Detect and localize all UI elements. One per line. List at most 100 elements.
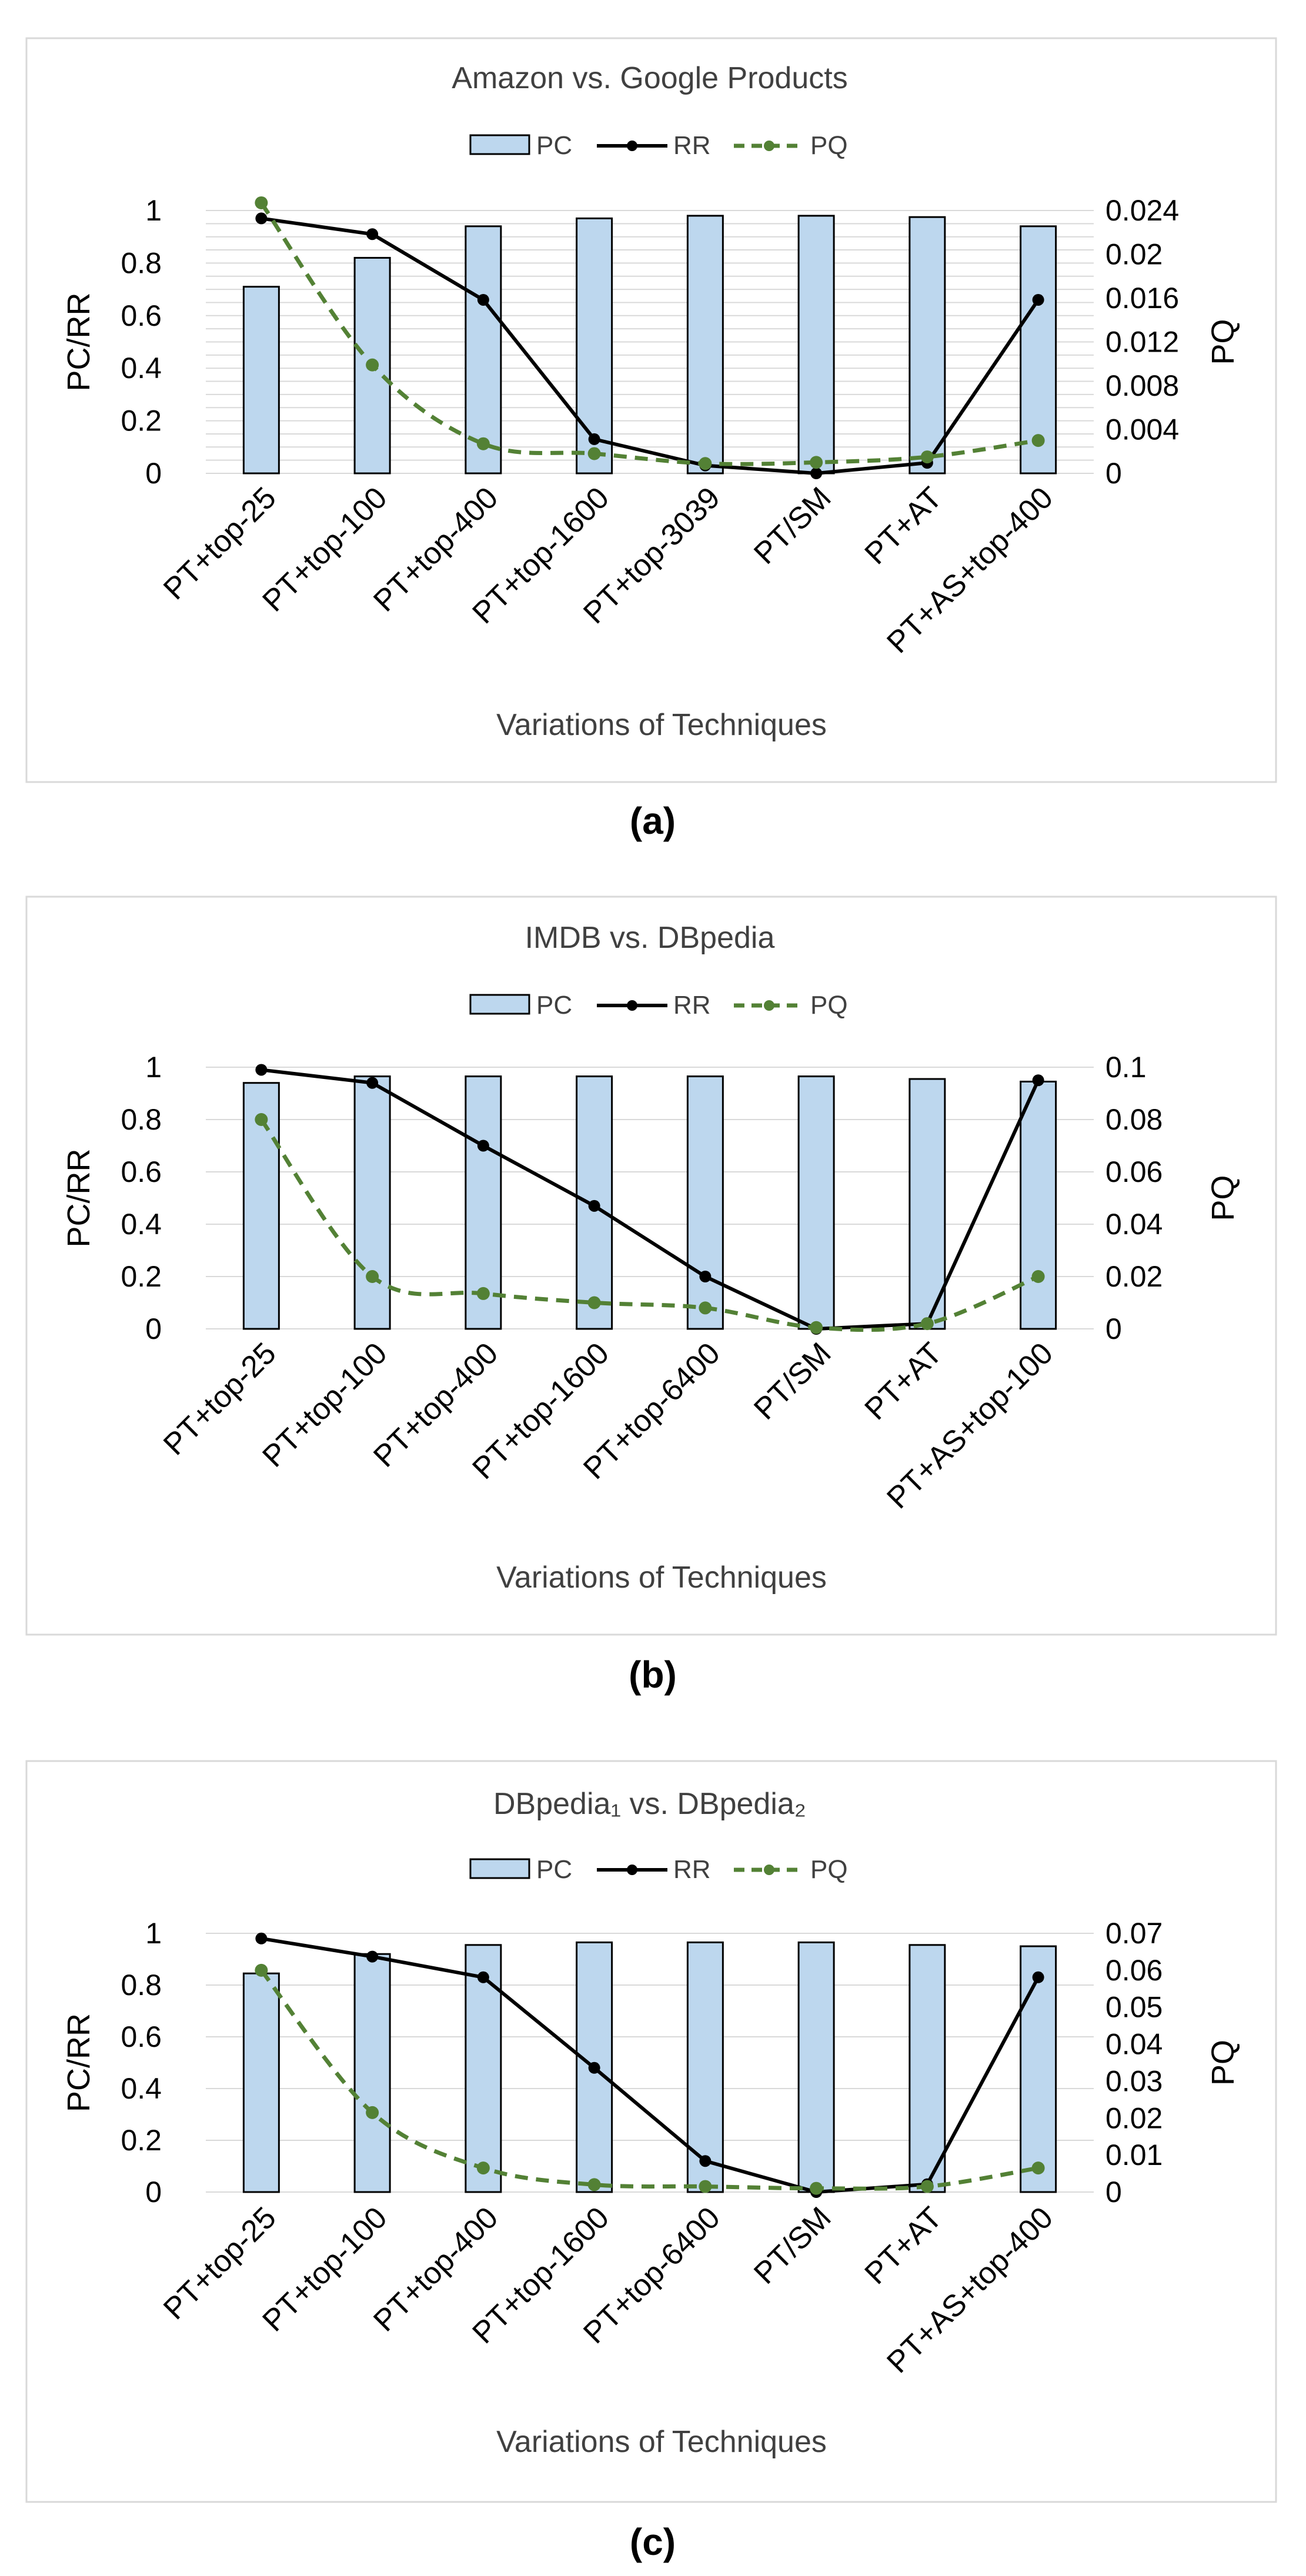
left-axis-ticks: 0 0.2 0.4 0.6 0.8 1 xyxy=(121,1051,162,1345)
legend-label-pq: PQ xyxy=(810,991,848,1020)
pc-bar xyxy=(242,1972,280,2193)
pc-bar xyxy=(797,215,835,475)
pq-point xyxy=(587,2178,601,2191)
right-axis-ticks: 0 0.02 0.04 0.06 0.08 0.1 xyxy=(1105,1051,1163,1345)
legend-label-rr: RR xyxy=(673,131,711,160)
right-tick-label: 0.04 xyxy=(1105,2028,1163,2061)
left-tick-label: 0.2 xyxy=(121,1260,162,1293)
pq-point xyxy=(699,457,712,470)
rr-point xyxy=(366,228,379,240)
right-tick-label: 0 xyxy=(1105,457,1122,490)
x-axis-title: Variations of Techniques xyxy=(496,1561,827,1595)
right-tick-label: 0.02 xyxy=(1105,238,1163,271)
legend-label-pc: PC xyxy=(536,1855,572,1884)
pq-point xyxy=(476,1287,490,1300)
pq-point xyxy=(587,447,601,460)
chart-frame xyxy=(25,37,1277,783)
left-tick-label: 0.6 xyxy=(121,2020,162,2053)
legend-label-pq: PQ xyxy=(810,131,848,160)
right-tick-label: 0.02 xyxy=(1105,1260,1163,1293)
pc-bar xyxy=(465,1075,502,1330)
legend-swatch-pc xyxy=(469,994,530,1015)
legend-marker-pq xyxy=(764,141,774,151)
legend-swatch-pc xyxy=(469,134,530,155)
right-axis-title: PQ xyxy=(1205,319,1241,365)
pq-point xyxy=(366,2106,379,2119)
left-tick-label: 0.8 xyxy=(121,1969,162,2002)
chart-frame xyxy=(25,896,1277,1636)
chart-panel-b: IMDB vs. DBpedia PC RR PQ 0 0.2 0.4 0.6 0.8 1 0 0.0… xyxy=(25,896,1277,1636)
rr-point xyxy=(588,2062,600,2074)
pq-point xyxy=(810,1321,823,1334)
left-tick-label: 0.6 xyxy=(121,299,162,332)
rr-point xyxy=(1032,1074,1044,1087)
right-axis-ticks: 0 0.004 0.008 0.012 0.016 0.02 0.024 xyxy=(1105,194,1179,490)
right-tick-label: 0.1 xyxy=(1105,1051,1147,1084)
right-tick-label: 0.02 xyxy=(1105,2101,1163,2134)
left-tick-label: 0 xyxy=(145,2176,162,2209)
chart-title: Amazon vs. Google Products xyxy=(452,61,847,95)
pq-point xyxy=(587,1296,601,1309)
rr-point xyxy=(255,1932,268,1944)
right-tick-label: 0.04 xyxy=(1105,1208,1163,1241)
left-tick-label: 0.4 xyxy=(121,352,162,385)
chart-title: IMDB vs. DBpedia xyxy=(525,921,775,955)
pc-bar xyxy=(242,286,280,475)
x-axis-title: Variations of Techniques xyxy=(496,2425,827,2459)
pc-bar xyxy=(797,1941,835,2193)
chart-frame xyxy=(25,1760,1277,2503)
right-tick-label: 0.06 xyxy=(1105,1954,1163,1987)
pq-point xyxy=(920,1317,934,1331)
pc-bar xyxy=(686,1075,724,1330)
left-tick-label: 0.8 xyxy=(121,246,162,279)
rr-point xyxy=(810,467,823,479)
pq-point xyxy=(810,456,823,469)
pc-bar xyxy=(576,217,613,475)
legend-swatch-pc xyxy=(469,1858,530,1879)
left-tick-label: 0.6 xyxy=(121,1155,162,1188)
rr-series-line xyxy=(260,1936,1040,2194)
left-axis-title: PC/RR xyxy=(61,2013,96,2112)
pq-point xyxy=(810,2181,823,2195)
left-axis-title: PC/RR xyxy=(61,292,96,391)
pc-bar xyxy=(353,1953,391,2193)
pq-point xyxy=(476,437,490,450)
pq-point xyxy=(699,1301,712,1315)
rr-point xyxy=(477,1140,489,1152)
left-tick-label: 0.4 xyxy=(121,2072,162,2105)
legend-label-rr: RR xyxy=(673,991,711,1020)
rr-point xyxy=(699,1271,712,1282)
rr-point xyxy=(366,1077,379,1089)
left-axis-title: PC/RR xyxy=(61,1148,96,1247)
legend-marker-rr xyxy=(627,1000,637,1011)
figure-caption: (b) xyxy=(629,1653,677,1696)
legend: PC RR PQ xyxy=(469,131,848,160)
left-axis-ticks: 0 0.2 0.4 0.6 0.8 1 xyxy=(121,194,162,490)
chart-panel-c: DBpedia₁ vs. DBpedia₂ PC RR PQ 0 0.2 0.4 0.6 0.8… xyxy=(25,1760,1277,2503)
left-tick-label: 0 xyxy=(145,457,162,490)
pc-bar xyxy=(1020,225,1057,475)
pq-point xyxy=(255,1113,268,1126)
left-tick-label: 0.4 xyxy=(121,1208,162,1241)
pq-point xyxy=(1031,2161,1045,2175)
pq-point xyxy=(699,2180,712,2193)
legend-label-rr: RR xyxy=(673,1855,711,1884)
right-axis-title: PQ xyxy=(1205,1175,1241,1221)
rr-point xyxy=(699,2155,712,2167)
pq-point xyxy=(1031,434,1045,447)
figure-caption: (c) xyxy=(630,2521,676,2563)
pc-bar xyxy=(1020,1945,1057,2193)
legend-label-pc: PC xyxy=(536,991,572,1020)
right-tick-label: 0.01 xyxy=(1105,2139,1163,2171)
left-tick-label: 1 xyxy=(145,1051,162,1084)
legend-label-pc: PC xyxy=(536,131,572,160)
pq-point xyxy=(366,1270,379,1283)
pc-bar xyxy=(686,215,724,475)
right-tick-label: 0.05 xyxy=(1105,1991,1163,2024)
rr-series-line xyxy=(260,216,1040,476)
rr-point xyxy=(255,1064,268,1076)
right-tick-label: 0.008 xyxy=(1105,369,1179,402)
pq-point xyxy=(366,358,379,372)
pc-bar xyxy=(686,1941,724,2193)
rr-point xyxy=(366,1950,379,1963)
